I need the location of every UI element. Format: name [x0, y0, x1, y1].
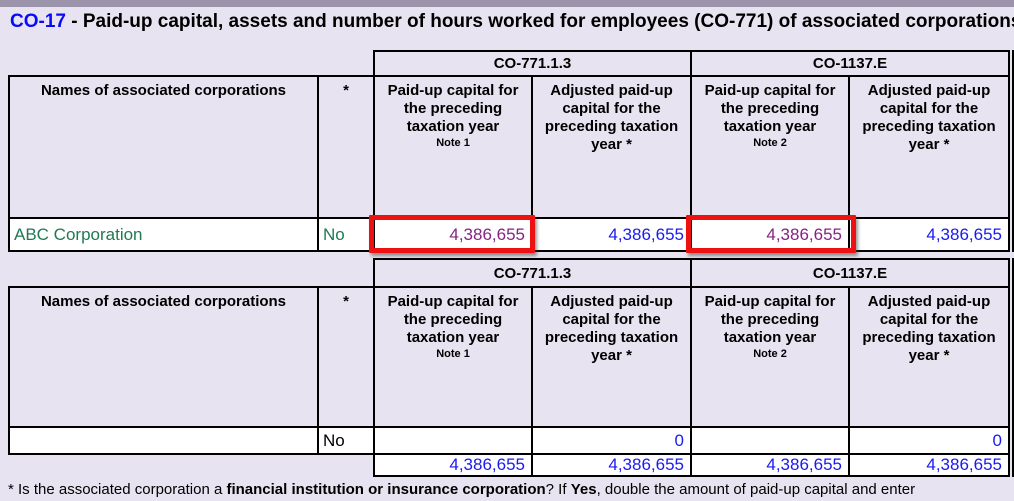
header-paidup-capital-1: Paid-up capital for the preceding taxati…	[373, 286, 533, 428]
footnote-financial-institution: * Is the associated corporation a financ…	[8, 481, 1014, 498]
group-header-row: CO-771.1.3 CO-1137.E	[8, 50, 1010, 77]
footnote-bold-text: Yes	[570, 481, 597, 498]
window-top-bar	[0, 0, 1014, 7]
form-title: CO-17 - Paid-up capital, assets and numb…	[10, 11, 1014, 33]
total-paidup-capital-co771: 4,386,655	[373, 453, 533, 477]
financial-institution-flag-field[interactable]: No	[317, 217, 375, 252]
adjusted-paidup-capital-co771-field[interactable]: 0	[531, 426, 692, 455]
table-row: No 0 0	[8, 426, 1010, 455]
paidup-capital-co1137-field[interactable]	[690, 426, 850, 455]
header-adjusted-paidup-1: Adjusted paid-up capital for the precedi…	[531, 75, 692, 219]
table-continuation-edge	[1012, 258, 1014, 477]
group-header-row: CO-771.1.3 CO-1137.E	[8, 258, 1010, 288]
column-header-row: Names of associated corporations * Paid-…	[8, 75, 1010, 219]
note-2-label: Note 2	[753, 137, 787, 149]
total-paidup-capital-co1137: 4,386,655	[690, 453, 850, 477]
header-paidup-capital-1: Paid-up capital for the preceding taxati…	[373, 75, 533, 219]
total-adjusted-paidup-co771: 4,386,655	[531, 453, 692, 477]
header-asterisk: *	[317, 286, 375, 428]
totals-row: 4,386,655 4,386,655 4,386,655 4,386,655	[8, 453, 1010, 477]
header-asterisk: *	[317, 75, 375, 219]
adjusted-paidup-capital-co1137-field[interactable]: 4,386,655	[848, 217, 1010, 252]
footnote-text: , double the amount of paid-up capital a…	[596, 481, 916, 498]
paidup-capital-co771-field[interactable]	[373, 426, 533, 455]
totals-spacer	[8, 453, 375, 477]
header-label: Paid-up capital for the preceding taxati…	[704, 82, 836, 135]
group-header-co1137e: CO-1137.E	[690, 258, 1010, 288]
corporation-name-field[interactable]	[8, 426, 319, 455]
header-paidup-capital-2: Paid-up capital for the preceding taxati…	[690, 286, 850, 428]
associated-corporations-table-1: CO-771.1.3 CO-1137.E Names of associated…	[8, 50, 1010, 252]
footnote-text: * Is the associated corporation a	[8, 481, 227, 498]
total-adjusted-paidup-co1137: 4,386,655	[848, 453, 1010, 477]
highlight-box-paidup-co771	[369, 215, 535, 253]
header-paidup-capital-2: Paid-up capital for the preceding taxati…	[690, 75, 850, 219]
header-label: Adjusted paid-up capital for the precedi…	[544, 293, 679, 364]
group-header-spacer	[8, 258, 375, 288]
note-1-label: Note 1	[436, 348, 470, 360]
financial-institution-flag-field[interactable]: No	[317, 426, 375, 455]
header-label: Adjusted paid-up capital for the precedi…	[862, 82, 996, 153]
group-header-spacer	[8, 50, 375, 77]
header-names: Names of associated corporations	[8, 286, 319, 428]
header-label: Paid-up capital for the preceding taxati…	[704, 293, 836, 346]
table-continuation-edge	[1012, 50, 1014, 252]
footnote-text: ? If	[545, 481, 571, 498]
note-2-label: Note 2	[753, 348, 787, 360]
header-label: Paid-up capital for the preceding taxati…	[387, 293, 519, 346]
header-names: Names of associated corporations	[8, 75, 319, 219]
group-header-co1137e: CO-1137.E	[690, 50, 1010, 77]
header-adjusted-paidup-2: Adjusted paid-up capital for the precedi…	[848, 286, 1010, 428]
column-header-row: Names of associated corporations * Paid-…	[8, 286, 1010, 428]
header-adjusted-paidup-1: Adjusted paid-up capital for the precedi…	[531, 286, 692, 428]
header-label: Paid-up capital for the preceding taxati…	[387, 82, 519, 135]
adjusted-paidup-capital-co1137-field[interactable]: 0	[848, 426, 1010, 455]
corporation-name-field[interactable]: ABC Corporation	[8, 217, 319, 252]
note-1-label: Note 1	[436, 137, 470, 149]
adjusted-paidup-capital-co771-field[interactable]: 4,386,655	[531, 217, 692, 252]
form-id-co17: CO-17	[10, 11, 66, 32]
header-adjusted-paidup-2: Adjusted paid-up capital for the precedi…	[848, 75, 1010, 219]
footnote-bold-text: financial institution or insurance corpo…	[226, 481, 546, 498]
table-row: ABC Corporation No 4,386,655 4,386,655 4…	[8, 217, 1010, 252]
group-header-co771-1-3: CO-771.1.3	[373, 258, 692, 288]
associated-corporations-table-2: CO-771.1.3 CO-1137.E Names of associated…	[8, 258, 1010, 477]
form-title-text: - Paid-up capital, assets and number of …	[65, 11, 1014, 32]
group-header-co771-1-3: CO-771.1.3	[373, 50, 692, 77]
highlight-box-paidup-co1137	[686, 215, 856, 253]
header-label: Adjusted paid-up capital for the precedi…	[862, 293, 996, 364]
header-label: Adjusted paid-up capital for the precedi…	[544, 82, 679, 153]
